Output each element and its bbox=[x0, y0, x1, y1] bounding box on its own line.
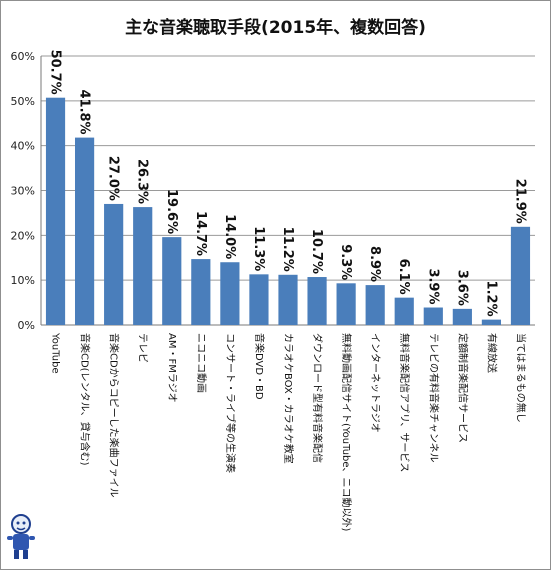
category-label: 有線放送 bbox=[485, 333, 498, 373]
data-label: 1.2% bbox=[483, 281, 498, 317]
category-label: ニコニコ動画 bbox=[195, 333, 208, 393]
y-tick-label: 20% bbox=[11, 229, 35, 242]
data-label: 11.3% bbox=[251, 226, 266, 271]
data-label: 8.9% bbox=[367, 246, 382, 282]
data-label: 19.6% bbox=[164, 189, 179, 234]
data-label: 14.7% bbox=[193, 211, 208, 256]
data-label: 50.7% bbox=[48, 50, 63, 95]
bar bbox=[278, 274, 298, 325]
bar bbox=[510, 226, 531, 325]
y-tick-label: 50% bbox=[11, 95, 35, 108]
bar bbox=[104, 203, 124, 325]
category-label: インターネットラジオ bbox=[369, 333, 381, 433]
data-label: 10.7% bbox=[309, 229, 324, 274]
bar bbox=[162, 237, 182, 325]
category-label: 定額制音楽配信サービス bbox=[456, 333, 469, 443]
category-label: 当てはまるもの無し bbox=[514, 333, 527, 423]
category-label: ダウンロード型有料音楽配信 bbox=[311, 333, 324, 463]
data-label: 27.0% bbox=[106, 156, 121, 201]
y-tick-label: 30% bbox=[11, 185, 35, 198]
bar bbox=[365, 285, 385, 325]
bar bbox=[74, 137, 95, 325]
bar bbox=[481, 319, 502, 325]
data-label: 11.2% bbox=[280, 227, 295, 272]
category-label: 無料音楽配信アプリ、サービス bbox=[398, 333, 411, 472]
category-label: 音楽CDからコピーした楽曲ファイル bbox=[108, 333, 121, 498]
y-tick-label: 0% bbox=[18, 319, 35, 332]
data-label: 3.9% bbox=[425, 268, 440, 304]
bar bbox=[220, 262, 240, 325]
category-label: テレビの有料音楽チャンネル bbox=[427, 333, 440, 463]
bar bbox=[191, 259, 211, 325]
category-label: コンサート・ライブ等の生演奏 bbox=[224, 333, 237, 473]
data-label: 6.1% bbox=[396, 259, 411, 295]
y-tick-label: 60% bbox=[11, 50, 35, 63]
category-label: AM・FMラジオ bbox=[166, 333, 178, 403]
bar bbox=[249, 274, 269, 325]
data-label: 3.6% bbox=[454, 270, 469, 306]
category-label: カラオケBOX・カラオケ教室 bbox=[282, 333, 295, 464]
y-tick-label: 40% bbox=[11, 140, 35, 153]
data-label: 26.3% bbox=[135, 159, 150, 204]
bar bbox=[133, 207, 153, 325]
chart-title: 主な音楽聴取手段(2015年、複数回答) bbox=[125, 18, 426, 38]
category-label: 音楽DVD・BD bbox=[253, 333, 266, 400]
category-label: テレビ bbox=[137, 333, 149, 363]
bar bbox=[45, 97, 66, 325]
data-label: 9.3% bbox=[338, 244, 353, 280]
bar bbox=[307, 277, 327, 325]
bar bbox=[394, 297, 414, 325]
data-label: 14.0% bbox=[222, 214, 237, 259]
category-label: 音楽CD(レンタル、貸与含む) bbox=[79, 333, 92, 466]
data-label: 21.9% bbox=[512, 179, 527, 224]
category-label: 無料動画配信サイト(YouTube、ニコ動以外) bbox=[340, 333, 353, 532]
y-tick-label: 10% bbox=[11, 274, 35, 287]
category-label: YouTube bbox=[50, 332, 61, 374]
bar bbox=[423, 307, 443, 325]
mascot-icon bbox=[7, 514, 35, 559]
bar bbox=[336, 283, 356, 325]
bar bbox=[452, 308, 472, 325]
data-label: 41.8% bbox=[77, 89, 92, 134]
